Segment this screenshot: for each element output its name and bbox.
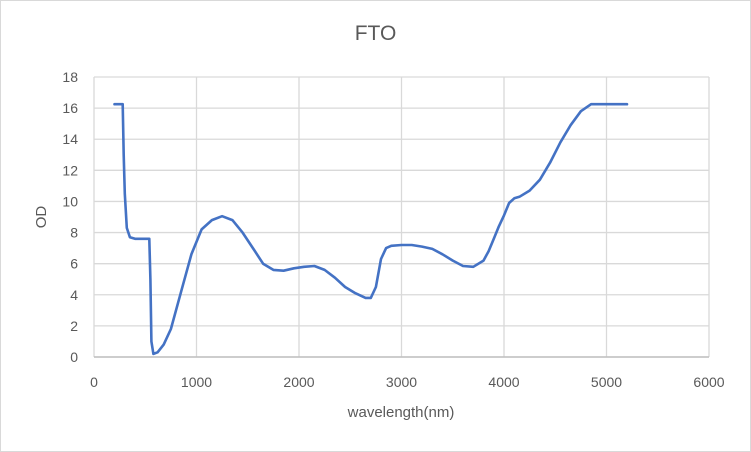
x-tick-label: 4000: [488, 374, 519, 390]
y-axis-label: OD: [33, 206, 50, 229]
y-tick-label: 2: [70, 318, 78, 334]
x-tick-label: 2000: [283, 374, 314, 390]
series-line: [113, 102, 629, 356]
x-tick-label: 5000: [591, 374, 622, 390]
y-tick-label: 14: [62, 131, 78, 147]
x-axis-ticks: 0 1000 2000 3000 4000 5000 6000: [90, 374, 725, 390]
y-tick-label: 6: [70, 256, 78, 272]
y-tick-label: 18: [62, 69, 78, 85]
y-tick-label: 16: [62, 100, 78, 116]
x-tick-label: 0: [90, 374, 98, 390]
x-tick-label: 3000: [386, 374, 417, 390]
y-tick-label: 0: [70, 349, 78, 365]
gridlines: [93, 76, 710, 358]
x-tick-label: 1000: [181, 374, 212, 390]
x-tick-label: 6000: [693, 374, 724, 390]
y-tick-label: 4: [70, 287, 78, 303]
chart-title: FTO: [354, 22, 397, 45]
x-axis-label: wavelength(nm): [347, 404, 455, 421]
y-tick-label: 10: [62, 193, 78, 209]
y-axis-ticks: 0 2 4 6 8 10 12 14 16 18: [62, 69, 78, 365]
y-tick-label: 12: [62, 162, 78, 178]
y-tick-label: 8: [70, 225, 78, 241]
